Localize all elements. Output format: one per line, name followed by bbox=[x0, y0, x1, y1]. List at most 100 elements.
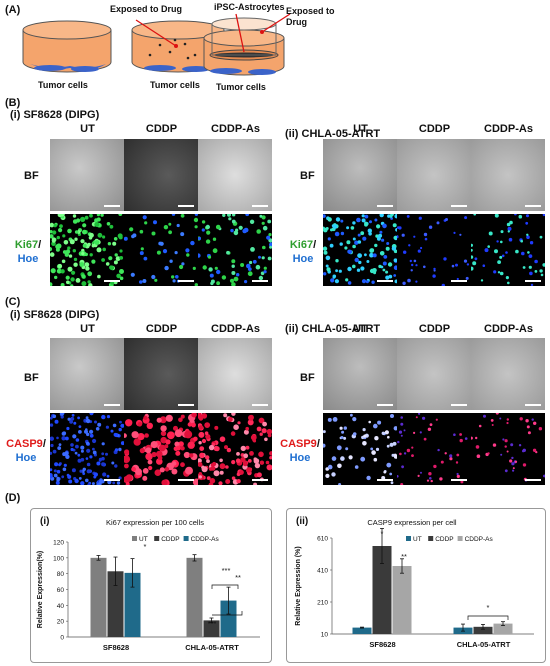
cell-dot bbox=[70, 447, 74, 452]
panel-c-row-casp9-2: CASP9/ Hoe bbox=[278, 437, 322, 465]
cell-dot bbox=[193, 217, 198, 223]
cell-dot bbox=[130, 272, 135, 277]
x-category-label: SF8628 bbox=[103, 643, 129, 652]
chart-title: CASP9 expression per cell bbox=[367, 518, 457, 527]
legend-label-cddp-as: CDDP-As bbox=[191, 536, 220, 543]
cell-dot bbox=[533, 421, 537, 425]
cell-dot bbox=[70, 284, 74, 286]
c-bf-cddpas bbox=[198, 338, 272, 410]
legend-swatch-ut bbox=[132, 536, 137, 541]
cell-dot bbox=[514, 460, 518, 463]
cell-dot bbox=[142, 279, 147, 283]
legend-label-ut: UT bbox=[139, 536, 148, 543]
cell-dot bbox=[323, 250, 328, 255]
bar-cddp-0 bbox=[107, 571, 124, 637]
y-tick-label: 210 bbox=[317, 600, 328, 607]
cell-dot bbox=[86, 469, 91, 474]
cell-dots bbox=[323, 413, 397, 485]
cell-dot bbox=[471, 255, 474, 259]
cell-dot bbox=[147, 459, 153, 465]
cell-dot bbox=[51, 241, 56, 246]
cell-dot bbox=[383, 470, 387, 474]
cell-dot bbox=[456, 472, 459, 476]
cell-dot bbox=[179, 264, 184, 270]
scale-bar bbox=[178, 205, 194, 207]
y-tick-label: 80 bbox=[57, 571, 65, 578]
cell-dot bbox=[139, 251, 144, 256]
cell-dot bbox=[244, 280, 248, 284]
cell-dot bbox=[382, 268, 386, 272]
cell-dot bbox=[89, 429, 94, 434]
cell-dot bbox=[430, 479, 433, 483]
cell-dot bbox=[218, 481, 223, 485]
cell-dot bbox=[352, 417, 357, 422]
cell-dot bbox=[178, 417, 183, 423]
cell-dot bbox=[487, 245, 490, 248]
cell-dot bbox=[236, 452, 240, 456]
cell-dot bbox=[428, 225, 433, 229]
cell-dot bbox=[66, 426, 70, 431]
cell-dot bbox=[74, 478, 79, 484]
significance-bracket bbox=[211, 584, 239, 589]
cell-dot bbox=[338, 269, 342, 273]
cell-dot bbox=[60, 283, 65, 286]
cell-dot bbox=[261, 221, 265, 225]
cell-dot bbox=[387, 214, 391, 218]
cell-dot bbox=[164, 467, 170, 472]
cell-dot bbox=[395, 228, 397, 232]
cell-dot bbox=[163, 225, 169, 230]
cell-dot bbox=[356, 217, 361, 223]
cell-dot bbox=[497, 260, 501, 264]
cell-dot bbox=[397, 235, 399, 239]
cell-dot bbox=[352, 244, 356, 249]
cell-dot bbox=[419, 431, 422, 434]
cell-dot bbox=[118, 476, 122, 480]
cell-dot bbox=[493, 270, 497, 274]
cell-dot bbox=[124, 433, 127, 438]
cell-dot bbox=[145, 452, 153, 461]
ki67-label-2: Ki67 bbox=[289, 239, 314, 251]
cell-dot bbox=[499, 255, 503, 259]
significance-bracket bbox=[212, 611, 243, 616]
cell-dot bbox=[381, 431, 385, 435]
panel-c-col-cddp-2: CDDP bbox=[418, 323, 451, 335]
cell-dot bbox=[158, 444, 166, 452]
cell-dot bbox=[201, 228, 205, 232]
y-tick-label: 120 bbox=[53, 540, 64, 547]
cell-dot bbox=[231, 476, 236, 480]
cell-dot bbox=[180, 446, 185, 451]
cell-dot bbox=[393, 274, 397, 277]
cell-dot bbox=[514, 214, 517, 216]
cell-dot bbox=[80, 216, 86, 222]
cell-dot bbox=[249, 260, 253, 265]
cell-dot bbox=[50, 247, 53, 252]
cell-dot bbox=[418, 413, 421, 415]
cell-dot bbox=[360, 266, 365, 271]
cell-dot bbox=[114, 433, 119, 437]
cell-dot bbox=[201, 220, 206, 224]
cell-dot bbox=[231, 413, 236, 416]
cell-dot bbox=[199, 452, 205, 459]
cell-dot bbox=[507, 226, 512, 231]
cell-dot bbox=[487, 452, 490, 455]
cell-dot bbox=[362, 428, 366, 432]
significance-mark: ** bbox=[401, 552, 407, 561]
c-casp9-cddpas-2 bbox=[471, 413, 545, 485]
cell-dot bbox=[511, 456, 514, 460]
cell-dot bbox=[77, 416, 80, 420]
cell-dot bbox=[522, 463, 527, 467]
cell-dot bbox=[87, 483, 91, 485]
cell-dot bbox=[471, 248, 473, 252]
cell-dot bbox=[56, 476, 60, 481]
cell-dot bbox=[364, 214, 369, 219]
cell-dot bbox=[101, 462, 106, 467]
cell-dot bbox=[239, 470, 244, 475]
cell-dot bbox=[475, 445, 480, 449]
cell-dot bbox=[411, 454, 414, 457]
scale-bar bbox=[525, 205, 541, 207]
cell-dot bbox=[512, 469, 515, 472]
cell-dot bbox=[370, 447, 374, 451]
scale-bar bbox=[252, 205, 268, 207]
cell-dot bbox=[370, 248, 375, 253]
cell-dot bbox=[72, 249, 76, 253]
